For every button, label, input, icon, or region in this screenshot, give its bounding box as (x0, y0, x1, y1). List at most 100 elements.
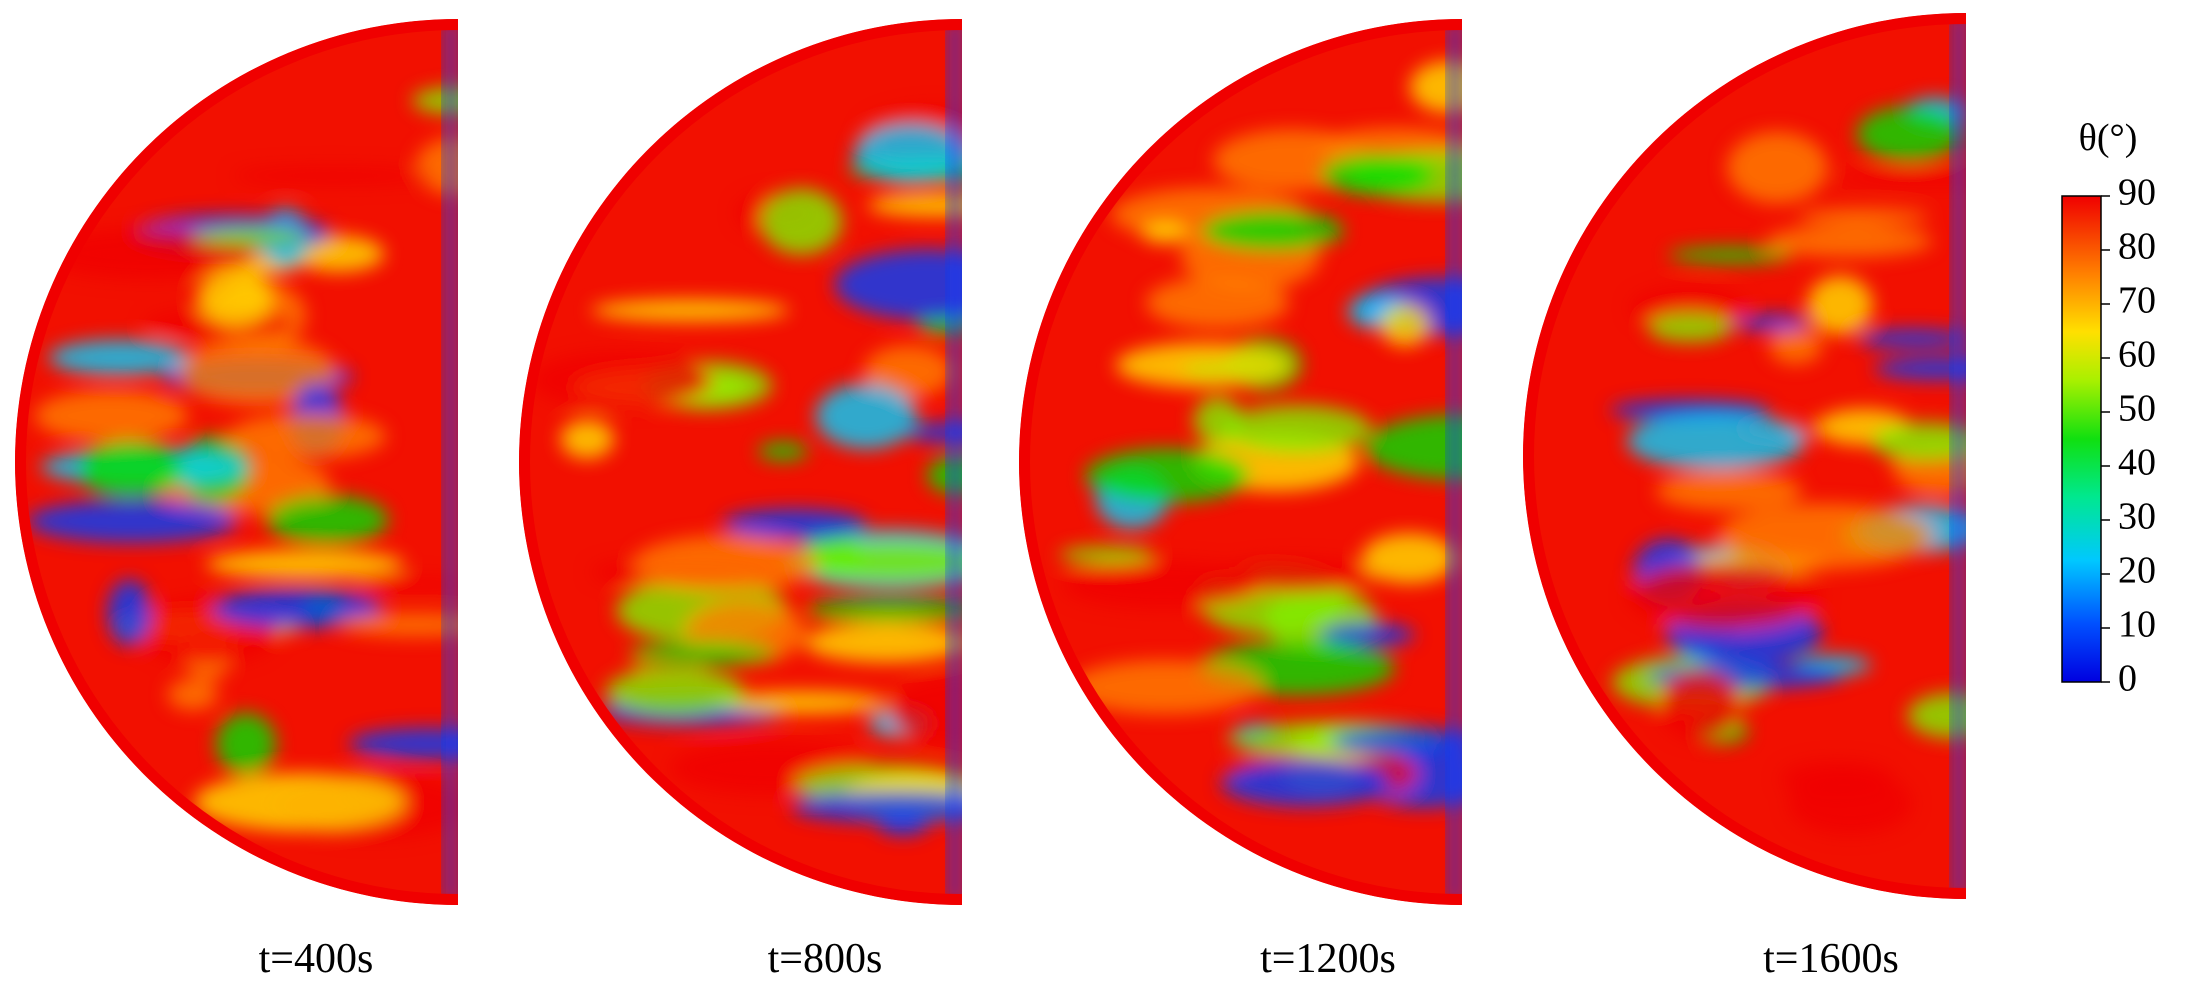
contour-blob (1221, 759, 1392, 807)
contour-blob (1856, 106, 1963, 162)
contour-blob (1626, 412, 1806, 471)
colorbar-gradient (2061, 195, 2102, 683)
contour-blob (349, 728, 458, 760)
contour-blob (560, 419, 615, 459)
contour-blob (193, 772, 406, 832)
panel-label: t=1600s (1763, 936, 1899, 982)
contour-blob (853, 123, 962, 184)
contour-blob (167, 679, 219, 711)
axis-strip (1448, 19, 1462, 905)
contour-blob (1832, 169, 1966, 187)
contour-blob (266, 495, 389, 545)
contour-blob (789, 539, 962, 584)
contour-blob (107, 579, 152, 646)
contour-blob (806, 597, 962, 623)
contour-blob (1647, 312, 1732, 343)
contour-blob (34, 390, 189, 442)
axis-strip (1952, 13, 1966, 899)
contour-blob (211, 588, 383, 629)
tick-label: 10 (2118, 604, 2156, 646)
contour-blob (834, 249, 962, 320)
contour-blob (1320, 153, 1434, 196)
panel-label: t=800s (768, 936, 883, 982)
contour-blob (1115, 342, 1291, 388)
contour-blob (215, 712, 276, 775)
rim (15, 19, 458, 905)
contour-blob (1141, 221, 1189, 244)
contour-blob (760, 188, 843, 255)
contour-blob (351, 576, 458, 593)
panel-label: t=400s (259, 936, 374, 982)
contour-blob (1062, 560, 1264, 609)
contour-blob (530, 351, 713, 409)
contour-blob (1193, 396, 1243, 445)
tick-label: 40 (2118, 442, 2156, 484)
contour-blob (193, 226, 311, 247)
contour-blob (1331, 727, 1462, 755)
contour-blob (1361, 533, 1457, 584)
rim (1019, 19, 1462, 905)
panel-label: t=1200s (1260, 936, 1396, 982)
contour-blob (1222, 404, 1372, 454)
contour-blob (628, 642, 777, 665)
contour-panel (1523, 13, 1966, 899)
colorbar-title: θ(°) (2079, 117, 2138, 159)
tick-label: 0 (2118, 658, 2137, 700)
contour-blob (1627, 561, 1823, 630)
tick-label: 50 (2118, 388, 2156, 430)
contour-blob (1769, 327, 1823, 365)
contour-blob (1856, 329, 1966, 348)
contour-blobs (27, 86, 458, 839)
contour-blob (1780, 760, 1894, 797)
contour-panel (519, 19, 962, 905)
contour-blob (632, 535, 819, 593)
tick-label: 30 (2118, 496, 2156, 538)
colorbar: θ(°) 0 10 20 30 40 50 60 70 80 90 (2061, 117, 2156, 700)
contour-panel (1019, 19, 1462, 905)
contour-blob (1668, 247, 1793, 264)
contour-blob (337, 612, 458, 637)
axis-strip (444, 19, 458, 905)
contour-blob (1068, 660, 1261, 715)
tick-label: 20 (2118, 550, 2156, 592)
axis-strip (948, 19, 962, 905)
rim (1523, 13, 1966, 899)
contour-blob (1874, 357, 1966, 380)
contour-blob (815, 383, 918, 449)
contour-blob (722, 509, 867, 540)
contour-blob (1145, 277, 1290, 329)
contour-blob (1717, 503, 1932, 569)
contour-blob (713, 690, 889, 715)
contour-panel (15, 19, 458, 905)
contour-blob (1766, 225, 1933, 258)
contour-blob (232, 166, 434, 185)
contour-blob (758, 442, 808, 461)
contour-blob (1807, 275, 1873, 335)
contour-blob (196, 270, 273, 327)
tick-label: 80 (2118, 226, 2156, 268)
contour-blob (1734, 314, 1810, 332)
contour-blob (1727, 131, 1828, 204)
contour-blob (863, 345, 953, 398)
contour-blobs (1610, 97, 1966, 835)
tick-label: 70 (2118, 280, 2156, 322)
contour-blob (804, 622, 962, 663)
tick-label: 60 (2118, 334, 2156, 376)
contour-blob (205, 549, 405, 579)
contour-blob (1059, 546, 1155, 564)
contour-blob (1658, 670, 1742, 740)
contour-blob (77, 439, 184, 498)
contour-blob (790, 791, 962, 823)
contour-blob (867, 193, 962, 217)
contour-blob (1201, 210, 1344, 252)
contour-blob (48, 339, 190, 376)
contour-blob (591, 299, 790, 322)
panels (15, 13, 1966, 905)
rim (519, 19, 962, 905)
contour-blob (1380, 303, 1430, 347)
contour-blob (27, 499, 238, 543)
contour-blob (605, 667, 744, 717)
tick-label: 90 (2118, 172, 2156, 214)
contour-blob (1084, 448, 1250, 503)
